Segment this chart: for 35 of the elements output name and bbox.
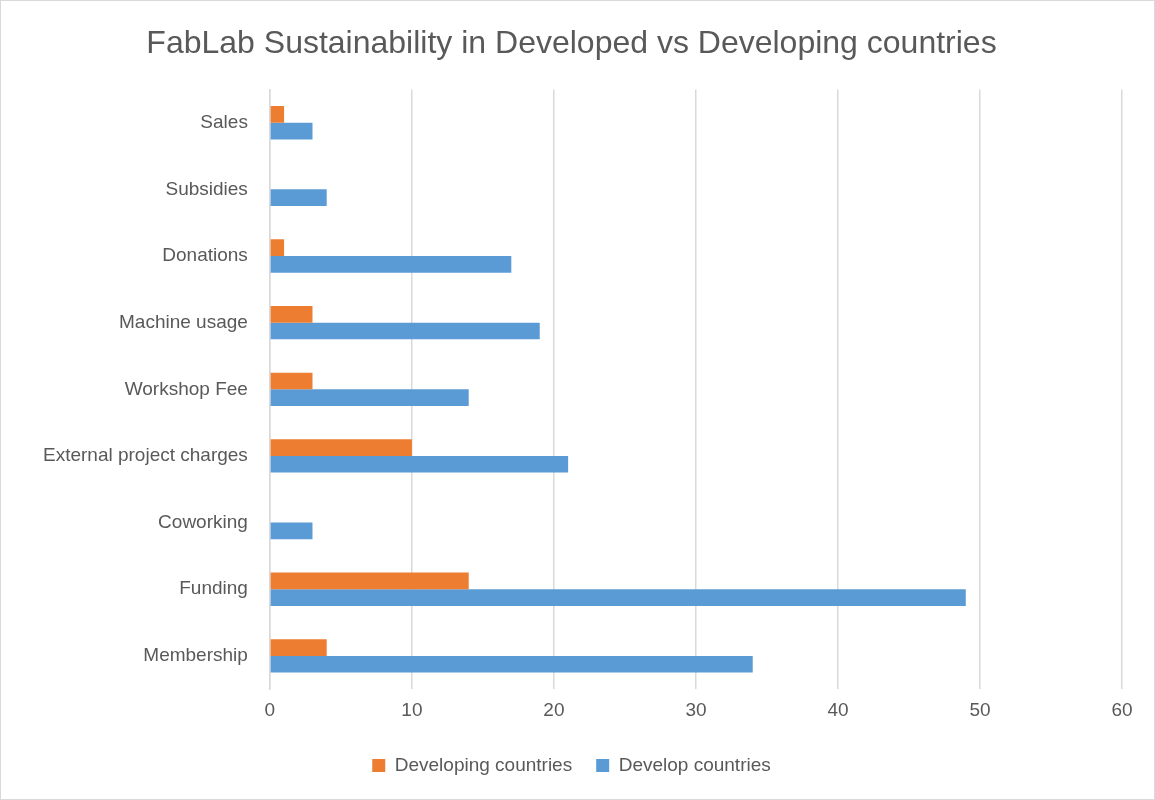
y-tick-label: Membership bbox=[143, 644, 248, 666]
bar bbox=[270, 655, 753, 673]
bar bbox=[270, 572, 469, 590]
x-tick-label: 20 bbox=[543, 698, 565, 720]
y-tick-label: Donations bbox=[162, 244, 248, 266]
y-tick-label: Funding bbox=[179, 577, 248, 599]
y-tick-label: Sales bbox=[200, 110, 248, 132]
y-tick-label: Machine usage bbox=[119, 310, 248, 332]
x-tick-label: 0 bbox=[264, 698, 276, 720]
bar bbox=[270, 389, 469, 406]
y-tick-label: Coworking bbox=[158, 510, 248, 532]
bar bbox=[270, 639, 327, 656]
bar bbox=[270, 439, 412, 456]
bar bbox=[270, 256, 512, 273]
bar bbox=[270, 455, 569, 473]
x-tick-label: 40 bbox=[827, 698, 849, 720]
y-tick-label: Workshop Fee bbox=[124, 377, 248, 399]
y-tick-label: External project charges bbox=[42, 444, 248, 466]
bar bbox=[270, 305, 313, 323]
chart-title: FabLab Sustainability in Developed vs Developing countries bbox=[146, 24, 997, 61]
x-tick-label: 50 bbox=[969, 698, 991, 720]
bar bbox=[270, 322, 540, 340]
bar bbox=[270, 372, 313, 390]
bar bbox=[270, 522, 313, 540]
legend-label: Developing countries bbox=[394, 753, 573, 775]
x-tick-label: 30 bbox=[685, 698, 707, 720]
x-tick-label: 10 bbox=[401, 698, 423, 720]
bar bbox=[270, 189, 327, 207]
x-tick-label: 60 bbox=[1111, 698, 1133, 720]
bar bbox=[270, 589, 966, 606]
legend-label: Develop countries bbox=[618, 753, 771, 775]
y-tick-label: Subsidies bbox=[165, 177, 248, 199]
bar bbox=[270, 106, 285, 123]
bar bbox=[270, 122, 313, 140]
bar bbox=[270, 239, 285, 257]
